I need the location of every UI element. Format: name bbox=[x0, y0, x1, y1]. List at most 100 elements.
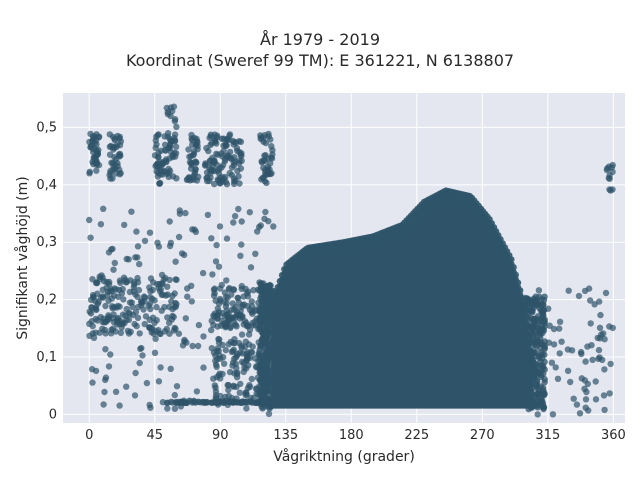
data-point bbox=[97, 221, 105, 228]
data-point bbox=[220, 142, 227, 149]
data-point bbox=[167, 239, 175, 247]
data-point bbox=[216, 336, 223, 343]
data-point bbox=[601, 366, 608, 373]
data-point bbox=[223, 235, 231, 242]
data-point bbox=[535, 390, 542, 397]
data-point bbox=[153, 317, 160, 324]
data-point bbox=[188, 135, 195, 142]
data-point bbox=[108, 246, 115, 253]
data-point bbox=[116, 166, 123, 173]
data-point bbox=[265, 371, 272, 379]
data-point bbox=[514, 279, 522, 286]
data-point bbox=[136, 330, 143, 337]
data-point bbox=[125, 256, 132, 263]
data-point bbox=[243, 319, 250, 327]
data-point bbox=[133, 228, 140, 235]
data-point bbox=[86, 216, 93, 224]
data-point bbox=[233, 374, 241, 381]
data-point bbox=[578, 375, 585, 382]
data-point bbox=[596, 335, 604, 342]
data-point bbox=[227, 324, 234, 332]
data-point bbox=[102, 302, 109, 310]
data-point bbox=[248, 375, 255, 383]
data-point bbox=[184, 293, 191, 300]
data-point bbox=[173, 175, 180, 182]
x-tick-label: 315 bbox=[535, 428, 560, 443]
data-point bbox=[220, 360, 228, 367]
data-point bbox=[171, 138, 179, 145]
data-point bbox=[541, 391, 548, 398]
data-point bbox=[535, 287, 543, 294]
data-point bbox=[230, 383, 237, 390]
data-point bbox=[262, 152, 269, 159]
data-point bbox=[146, 401, 153, 409]
data-point bbox=[115, 293, 122, 300]
data-point bbox=[164, 110, 172, 118]
data-point bbox=[151, 349, 159, 356]
data-point bbox=[266, 348, 273, 356]
data-point bbox=[87, 130, 94, 138]
data-point bbox=[100, 401, 107, 408]
data-point bbox=[146, 229, 154, 236]
data-point bbox=[107, 167, 114, 175]
data-point bbox=[214, 345, 221, 352]
data-point bbox=[155, 243, 163, 250]
data-point bbox=[263, 297, 270, 305]
data-point bbox=[274, 293, 281, 300]
data-point bbox=[153, 141, 160, 148]
data-point bbox=[194, 146, 201, 153]
data-point bbox=[182, 209, 189, 217]
data-point bbox=[224, 318, 232, 325]
data-point bbox=[172, 143, 180, 150]
data-point bbox=[248, 298, 255, 305]
data-point bbox=[135, 286, 143, 294]
data-point bbox=[239, 350, 246, 357]
data-point bbox=[236, 157, 243, 164]
data-point bbox=[252, 250, 259, 257]
data-point bbox=[221, 397, 228, 405]
data-point bbox=[236, 389, 243, 396]
data-point bbox=[220, 147, 227, 154]
data-point bbox=[508, 256, 515, 263]
data-point bbox=[188, 298, 195, 305]
data-point bbox=[525, 405, 532, 413]
data-point bbox=[246, 209, 253, 216]
data-point bbox=[532, 343, 540, 351]
data-point bbox=[207, 141, 214, 149]
data-point bbox=[202, 161, 209, 168]
x-tick-label: 225 bbox=[404, 428, 429, 443]
data-point bbox=[530, 375, 537, 383]
y-tick-label: 0,2 bbox=[36, 293, 57, 308]
data-point bbox=[125, 330, 133, 337]
data-point bbox=[208, 235, 215, 242]
data-point bbox=[121, 221, 128, 229]
data-point bbox=[171, 391, 178, 399]
data-point bbox=[100, 205, 107, 212]
data-point bbox=[95, 133, 103, 140]
data-point bbox=[256, 352, 264, 359]
data-point bbox=[517, 287, 524, 294]
data-point bbox=[134, 279, 142, 286]
data-point bbox=[164, 405, 171, 412]
data-point bbox=[109, 133, 117, 141]
data-point bbox=[261, 308, 268, 315]
data-point bbox=[512, 271, 519, 279]
data-point bbox=[539, 384, 547, 391]
data-point bbox=[154, 169, 162, 177]
data-point bbox=[573, 401, 581, 408]
data-point bbox=[184, 285, 191, 292]
data-point bbox=[155, 131, 162, 138]
data-point bbox=[175, 233, 183, 241]
data-point bbox=[200, 333, 207, 340]
data-point bbox=[257, 316, 264, 324]
data-point bbox=[247, 264, 255, 271]
data-point bbox=[244, 293, 252, 300]
data-point bbox=[267, 342, 275, 350]
data-point bbox=[582, 358, 589, 365]
data-point bbox=[120, 296, 127, 303]
data-point bbox=[157, 285, 164, 293]
data-point bbox=[261, 330, 268, 337]
data-point bbox=[556, 325, 563, 332]
data-point bbox=[216, 223, 224, 230]
data-point bbox=[139, 299, 146, 307]
